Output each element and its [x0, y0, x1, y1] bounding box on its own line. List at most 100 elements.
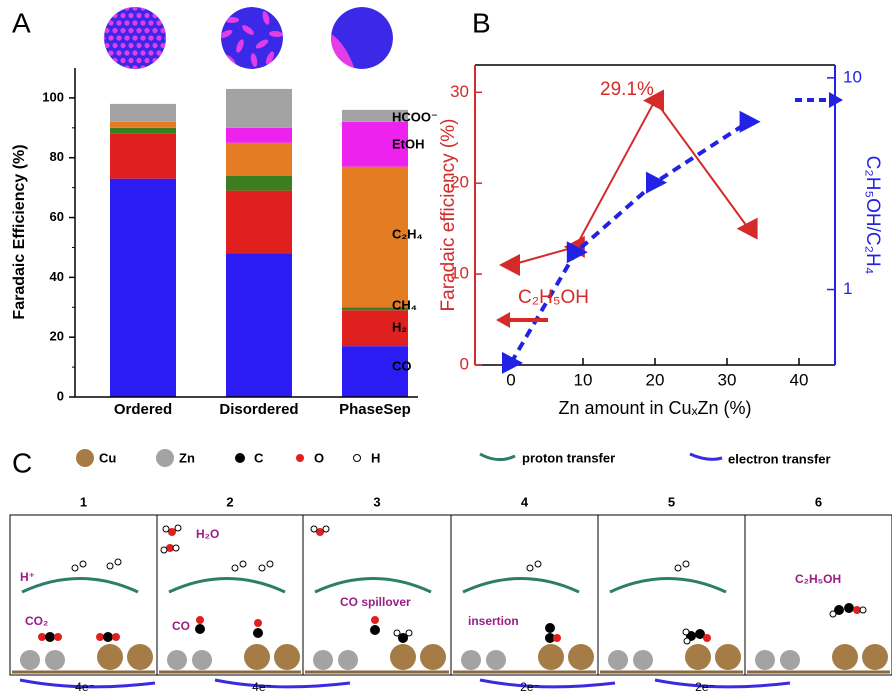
- bar-segment: [226, 128, 292, 143]
- particle-atom: [164, 65, 169, 70]
- particle-atom: [120, 43, 125, 48]
- particle-atom: [160, 13, 165, 18]
- particle-atom: [132, 35, 137, 40]
- particle-atom: [144, 58, 149, 63]
- legend-label: electron transfer: [728, 451, 831, 466]
- cu-atom: [127, 644, 153, 670]
- particle-atom: [140, 65, 145, 70]
- particle: [218, 7, 283, 69]
- atom: [545, 623, 555, 633]
- atom: [107, 563, 113, 569]
- zn-atom: [633, 650, 653, 670]
- x-axis-label: Zn amount in CuₓZn (%): [559, 398, 752, 418]
- step-number: 5: [668, 494, 675, 509]
- bar-segment: [226, 176, 292, 191]
- atom: [240, 561, 246, 567]
- particle-atom: [132, 20, 137, 25]
- atom: [259, 565, 265, 571]
- particle-atom: [124, 35, 129, 40]
- legend-atom: [235, 453, 245, 463]
- particle-atom: [112, 43, 117, 48]
- atom: [80, 561, 86, 567]
- panel-label: C: [12, 447, 32, 478]
- y-tick-label: 0: [460, 354, 469, 373]
- atom: [173, 545, 179, 551]
- species-label: H₂O: [196, 527, 219, 541]
- particle-atom: [124, 50, 129, 55]
- series-label: CO: [392, 358, 412, 373]
- particle-atom: [148, 65, 153, 70]
- particle-atom: [108, 20, 113, 25]
- atom: [161, 547, 167, 553]
- y-tick-label: 60: [50, 209, 64, 224]
- atom: [844, 603, 854, 613]
- bar-segment: [226, 89, 292, 128]
- series-label: C₂H₄: [392, 226, 423, 241]
- series-label: H₂: [392, 319, 407, 334]
- atom: [45, 632, 55, 642]
- particle-atom: [100, 20, 105, 25]
- legend-atom: [354, 455, 361, 462]
- atom: [683, 561, 689, 567]
- atom: [254, 619, 262, 627]
- species-label: CO: [172, 619, 190, 633]
- particle-atom: [160, 43, 165, 48]
- particle-atom: [156, 20, 161, 25]
- legend-electron-arrow: [690, 454, 722, 459]
- panel-label: A: [12, 7, 31, 38]
- series-label: HCOO⁻: [392, 109, 438, 124]
- zn-atom: [486, 650, 506, 670]
- particle-atom: [128, 58, 133, 63]
- particle-atom: [116, 20, 121, 25]
- particle-atom: [128, 13, 133, 18]
- species-label: CO spillover: [340, 595, 411, 609]
- series-label: CH₄: [392, 297, 417, 312]
- particle-atom: [120, 58, 125, 63]
- atom: [406, 630, 412, 636]
- particle-atom: [116, 5, 121, 10]
- atom: [684, 638, 690, 644]
- atom: [535, 561, 541, 567]
- electron-label: 4e⁻: [75, 680, 95, 694]
- cu-atom: [685, 644, 711, 670]
- y2-tick-label: 1: [843, 279, 852, 298]
- particle: [320, 7, 393, 75]
- electron-arrow: [480, 680, 615, 687]
- step-number: 6: [815, 494, 822, 509]
- particle-atom: [156, 5, 161, 10]
- y-tick-label: 30: [450, 82, 469, 101]
- particle-atom: [104, 28, 109, 33]
- particle-atom: [168, 43, 173, 48]
- legend-label: H: [371, 450, 380, 465]
- zn-atom: [167, 650, 187, 670]
- atom: [370, 625, 380, 635]
- cu-atom: [538, 644, 564, 670]
- particle-atom: [116, 35, 121, 40]
- particle-atom: [168, 13, 173, 18]
- legend-atom: [296, 454, 304, 462]
- bar-segment: [110, 128, 176, 134]
- cu-atom: [97, 644, 123, 670]
- particle-atom: [156, 65, 161, 70]
- electron-arrow: [215, 680, 350, 687]
- atom: [54, 633, 62, 641]
- particle-atom: [136, 13, 141, 18]
- cu-atom: [568, 644, 594, 670]
- particle-atom: [148, 20, 153, 25]
- particle-atom: [164, 5, 169, 10]
- cu-atom: [420, 644, 446, 670]
- x-tick-label: PhaseSep: [339, 401, 411, 418]
- particle-atom: [112, 13, 117, 18]
- particle-atom: [108, 5, 113, 10]
- atom: [267, 561, 273, 567]
- particle-atom: [124, 65, 129, 70]
- atom: [112, 633, 120, 641]
- atom: [860, 607, 866, 613]
- atom: [527, 565, 533, 571]
- particle-atom: [132, 5, 137, 10]
- cu-atom: [274, 644, 300, 670]
- proton-arrow: [315, 579, 431, 593]
- particle-atom: [136, 28, 141, 33]
- x-tick-label: Disordered: [219, 401, 298, 418]
- particle-atom: [156, 35, 161, 40]
